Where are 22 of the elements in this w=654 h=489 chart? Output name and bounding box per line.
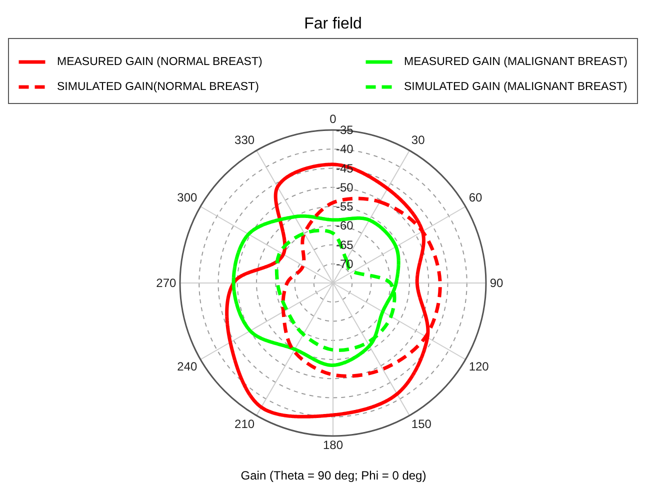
spoke-label: 330 (234, 133, 255, 148)
legend-label: SIMULATED GAIN(NORMAL BREAST) (57, 81, 260, 93)
spoke-label: 270 (156, 276, 176, 290)
spoke-label: 30 (411, 133, 426, 148)
spoke-label: 150 (411, 416, 432, 431)
spoke-label: 240 (177, 359, 198, 374)
legend-label: MEASURED GAIN (MALIGNANT BREAST) (404, 56, 628, 68)
spoke-label: 0 (330, 112, 337, 126)
spoke-label: 60 (468, 190, 482, 205)
chart-title: Far field (304, 16, 362, 32)
y-tick-label: -40 (336, 142, 354, 156)
spoke-label: 120 (468, 359, 490, 374)
y-tick-label: -55 (336, 200, 354, 214)
y-tick-label: -50 (336, 180, 354, 194)
spoke-label: 180 (322, 438, 344, 452)
legend-label: MEASURED GAIN (NORMAL BREAST) (57, 56, 262, 68)
spoke-label: 300 (177, 190, 198, 205)
text: Gain (Theta = 90 deg; Phi = 0 deg) (240, 468, 426, 482)
spoke-label: 90 (490, 276, 504, 290)
legend-label: SIMULATED GAIN (MALIGNANT BREAST) (404, 81, 628, 93)
y-tick-label: -60 (336, 218, 354, 233)
spoke-label: 210 (234, 416, 255, 431)
